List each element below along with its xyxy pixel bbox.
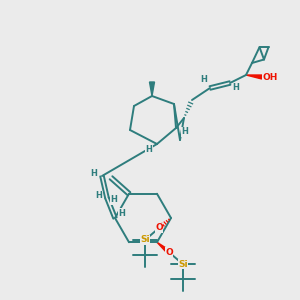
Text: H: H [111,196,117,205]
Text: O: O [165,248,173,257]
Polygon shape [246,75,262,79]
Text: Si: Si [178,260,188,269]
Text: H: H [96,191,102,200]
Text: H: H [232,83,239,92]
Polygon shape [157,242,170,254]
Text: Si: Si [140,236,150,244]
Text: H: H [146,145,152,154]
Text: H: H [118,208,125,217]
Text: H: H [201,76,207,85]
Text: H: H [91,169,98,178]
Text: O: O [155,224,163,232]
Text: H: H [182,128,188,136]
Text: OH: OH [262,73,278,82]
Polygon shape [149,82,154,96]
